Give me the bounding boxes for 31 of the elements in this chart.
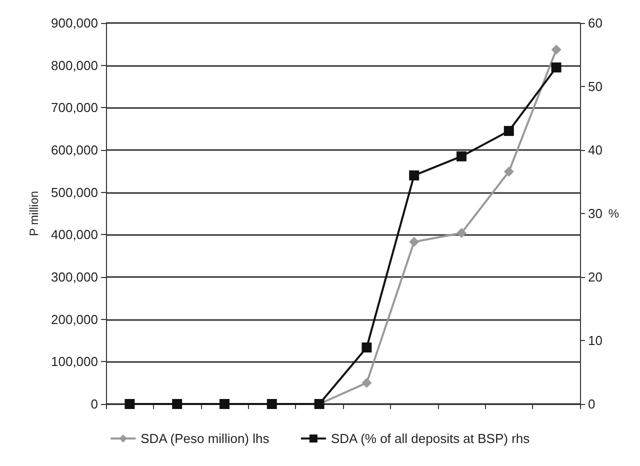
- y-tick-label: 200,000: [51, 312, 98, 327]
- point: [409, 170, 420, 180]
- y-tick-label: 900,000: [51, 16, 98, 30]
- y2-tick-label: 0: [588, 396, 596, 412]
- y-tick-label: 300,000: [51, 270, 98, 284]
- point: [456, 228, 466, 238]
- point: [551, 44, 562, 55]
- point: [362, 342, 372, 352]
- y2-axis-title: %: [608, 206, 620, 220]
- y2-tick-label: 30: [588, 206, 602, 221]
- point: [409, 236, 420, 247]
- point: [504, 166, 514, 177]
- legend-label: SDA (% of all deposits at BSP) rhs: [330, 431, 530, 446]
- point: [456, 151, 466, 162]
- y2-tick-label: 40: [588, 142, 602, 158]
- y2-tick-label: 10: [588, 333, 602, 348]
- point: [362, 378, 372, 388]
- point: [551, 62, 562, 72]
- y-tick-label: 500,000: [51, 184, 98, 200]
- y-axis-title: P million: [27, 190, 42, 236]
- point: [504, 126, 514, 136]
- y-tick-label: 700,000: [51, 100, 98, 116]
- y-tick-label: 800,000: [51, 58, 98, 73]
- y2-tick-label: 50: [588, 79, 602, 94]
- y-tick-label: 100,000: [51, 354, 98, 370]
- y-tick-label: 0: [90, 396, 98, 412]
- y2-tick-label: 60: [588, 16, 602, 30]
- legend-label: SDA (Peso million) lhs: [140, 431, 270, 446]
- y2-tick-label: 20: [588, 270, 602, 284]
- y-tick-label: 600,000: [51, 142, 98, 158]
- y-tick-label: 400,000: [51, 227, 98, 242]
